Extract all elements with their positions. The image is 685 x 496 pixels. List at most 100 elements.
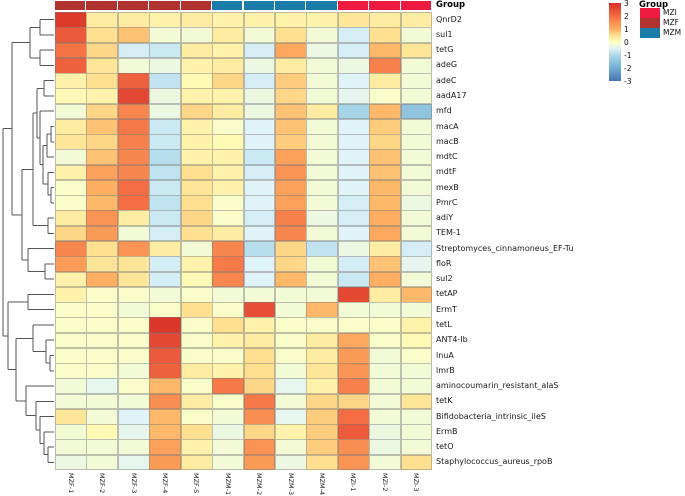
- heatmap-cell: [117, 179, 150, 196]
- heatmap-cell: [337, 332, 370, 349]
- heatmap-cell: [212, 271, 244, 288]
- heatmap-cell: [337, 149, 370, 166]
- heatmap-cell: [117, 241, 150, 257]
- heatmap-cell: [400, 57, 433, 74]
- heatmap-cell: [180, 347, 213, 364]
- heatmap-cell: [243, 179, 276, 196]
- heatmap-cell: [55, 454, 87, 471]
- heatmap-cell: [149, 12, 182, 28]
- heatmap-cell: [149, 27, 182, 44]
- annotation-group-segment: [149, 1, 181, 10]
- row-label: Staphylococcus_aureus_rpoB: [436, 457, 553, 467]
- heatmap-cell: [243, 149, 276, 166]
- legend-label: MZF: [663, 18, 679, 27]
- heatmap-cell: [306, 164, 339, 181]
- heatmap-cell: [400, 393, 433, 410]
- column-label: MZF-2: [98, 473, 107, 494]
- heatmap-cell: [306, 302, 339, 318]
- row-label: sul2: [436, 274, 453, 284]
- heatmap-cell: [86, 27, 119, 44]
- heatmap-cell: [86, 347, 119, 364]
- heatmap-cell: [117, 164, 150, 181]
- heatmap-cell: [86, 134, 119, 150]
- heatmap-cell: [86, 210, 119, 227]
- heatmap-cell: [400, 454, 433, 471]
- row-label: tetAP: [436, 289, 458, 299]
- heatmap-cell: [86, 225, 119, 242]
- heatmap-cell: [180, 317, 213, 334]
- heatmap-cell: [369, 195, 402, 211]
- heatmap-cell: [180, 12, 213, 28]
- heatmap-cell: [86, 378, 119, 395]
- column-label: MZM-2: [255, 473, 264, 496]
- heatmap-cell: [274, 27, 307, 44]
- heatmap-cell: [274, 439, 307, 456]
- heatmap-cell: [274, 42, 307, 59]
- heatmap-cell: [306, 439, 339, 456]
- heatmap-cell: [149, 179, 182, 196]
- heatmap-cell: [149, 88, 182, 105]
- heatmap-cell: [212, 363, 244, 379]
- heatmap-cell: [243, 42, 276, 59]
- heatmap-cell: [306, 12, 339, 28]
- heatmap-cell: [274, 195, 307, 211]
- heatmap-cell: [180, 454, 213, 471]
- heatmap-cell: [180, 286, 213, 303]
- heatmap-cell: [337, 241, 370, 257]
- heatmap-cell: [117, 408, 150, 425]
- heatmap-cell: [212, 12, 244, 28]
- heatmap-cell: [337, 88, 370, 105]
- annotation-group-segment: [86, 1, 118, 10]
- heatmap-cell: [243, 210, 276, 227]
- heatmap-cell: [369, 454, 402, 471]
- heatmap-cell: [149, 195, 182, 211]
- heatmap-cell: [369, 241, 402, 257]
- heatmap-cell: [243, 12, 276, 28]
- heatmap-cell: [149, 256, 182, 273]
- heatmap-cell: [306, 73, 339, 89]
- heatmap-cell: [274, 332, 307, 349]
- heatmap-cell: [117, 225, 150, 242]
- heatmap-cell: [117, 317, 150, 334]
- heatmap-cell: [55, 57, 87, 74]
- heatmap-cell: [117, 286, 150, 303]
- heatmap-cell: [274, 256, 307, 273]
- heatmap-cell: [243, 73, 276, 89]
- heatmap-cell: [274, 241, 307, 257]
- heatmap-cell: [400, 73, 433, 89]
- heatmap-cell: [400, 378, 433, 395]
- heatmap-cell: [274, 454, 307, 471]
- annotation-group-segment: [117, 1, 150, 10]
- heatmap-cell: [400, 317, 433, 334]
- heatmap-cell: [86, 42, 119, 59]
- row-label: adeC: [436, 75, 457, 85]
- heatmap-cell: [337, 134, 370, 150]
- heatmap-cell: [55, 195, 87, 211]
- row-label: Streptomyces_cinnamoneus_EF-Tu: [436, 243, 574, 253]
- heatmap-cell: [212, 42, 244, 59]
- heatmap-cell: [306, 225, 339, 242]
- heatmap-cell: [243, 454, 276, 471]
- heatmap-cell: [55, 164, 87, 181]
- column-label: MZF-3: [129, 473, 138, 494]
- row-label: lmrB: [436, 365, 455, 375]
- heatmap-cell: [400, 408, 433, 425]
- heatmap-cell: [369, 164, 402, 181]
- heatmap-cell: [212, 149, 244, 166]
- row-label: lnuA: [436, 350, 454, 360]
- heatmap-cell: [337, 27, 370, 44]
- row-label: mexB: [436, 182, 459, 192]
- heatmap-cell: [117, 195, 150, 211]
- heatmap-cell: [55, 347, 87, 364]
- annotation-group-segment: [212, 1, 244, 10]
- heatmap-cell: [400, 134, 433, 150]
- annotation-group-segment: [400, 1, 432, 10]
- heatmap-cell: [86, 393, 119, 410]
- heatmap-cell: [149, 271, 182, 288]
- row-label: tetO: [436, 442, 454, 452]
- heatmap-cell: [306, 393, 339, 410]
- heatmap-cell: [274, 179, 307, 196]
- heatmap-cell: [369, 378, 402, 395]
- heatmap-cell: [369, 149, 402, 166]
